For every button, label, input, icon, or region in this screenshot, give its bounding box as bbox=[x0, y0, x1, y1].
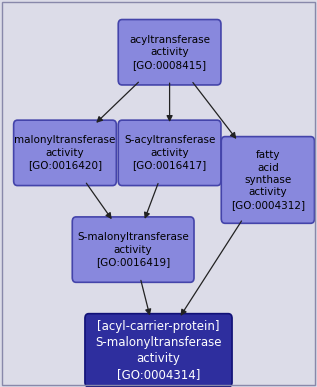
Text: fatty
acid
synthase
activity
[GO:0004312]: fatty acid synthase activity [GO:0004312… bbox=[231, 150, 305, 210]
FancyBboxPatch shape bbox=[118, 120, 221, 186]
FancyBboxPatch shape bbox=[118, 19, 221, 85]
FancyBboxPatch shape bbox=[14, 120, 116, 186]
Text: [acyl-carrier-protein]
S-malonyltransferase
activity
[GO:0004314]: [acyl-carrier-protein] S-malonyltransfer… bbox=[95, 320, 222, 381]
FancyBboxPatch shape bbox=[221, 137, 314, 223]
FancyBboxPatch shape bbox=[85, 313, 232, 387]
Text: S-acyltransferase
activity
[GO:0016417]: S-acyltransferase activity [GO:0016417] bbox=[124, 135, 215, 170]
Text: S-malonyltransferase
activity
[GO:0016419]: S-malonyltransferase activity [GO:001641… bbox=[77, 232, 189, 267]
Text: malonyltransferase
activity
[GO:0016420]: malonyltransferase activity [GO:0016420] bbox=[14, 135, 116, 170]
Text: acyltransferase
activity
[GO:0008415]: acyltransferase activity [GO:0008415] bbox=[129, 35, 210, 70]
FancyBboxPatch shape bbox=[72, 217, 194, 283]
